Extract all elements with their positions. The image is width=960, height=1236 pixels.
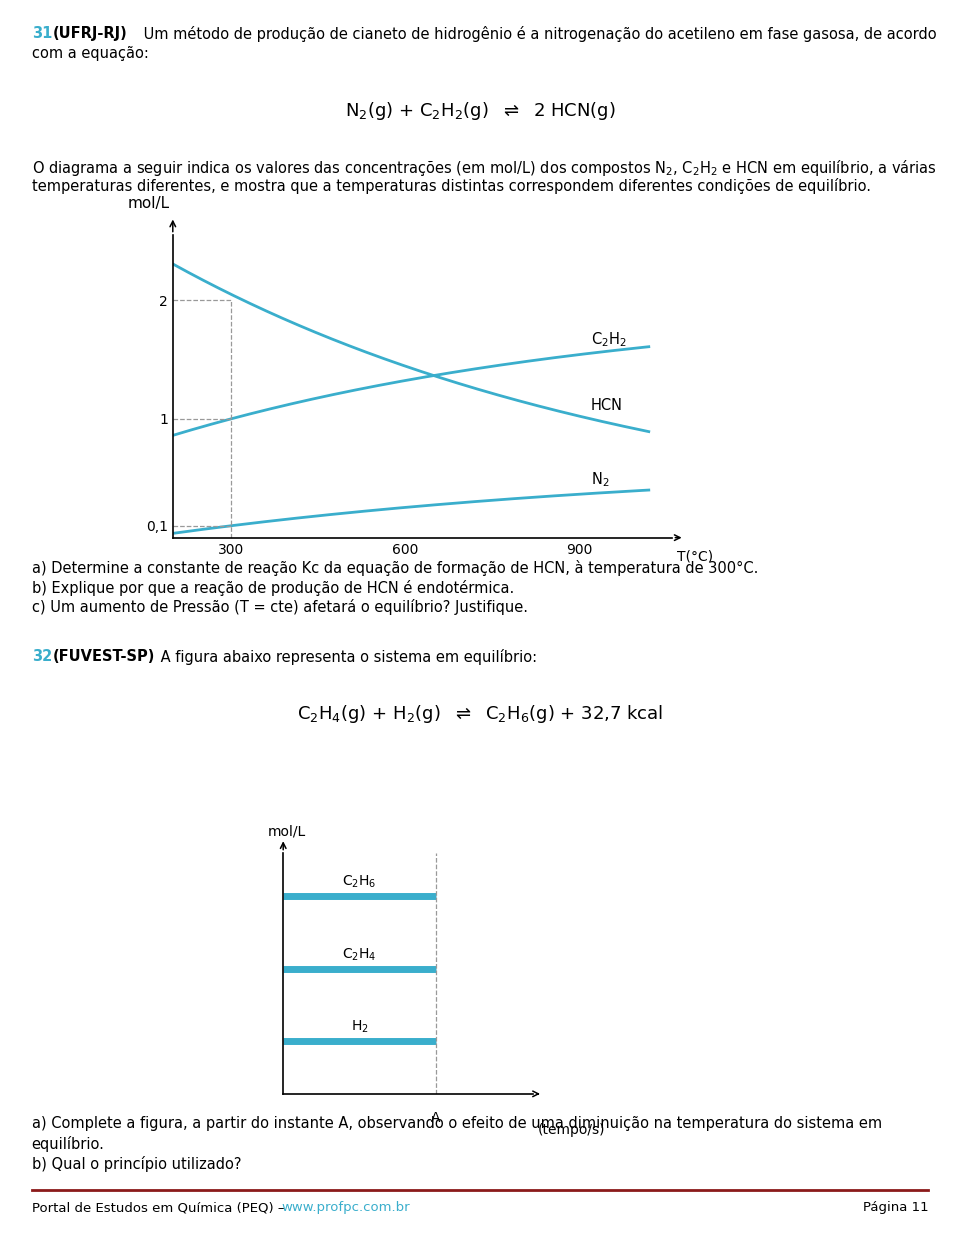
Text: mol/L: mol/L xyxy=(128,195,170,210)
Text: 32: 32 xyxy=(32,649,52,664)
Text: Um método de produção de cianeto de hidrogênio é a nitrogenação do acetileno em : Um método de produção de cianeto de hidr… xyxy=(139,26,937,42)
Text: mol/L: mol/L xyxy=(268,824,306,838)
Text: (UFRJ-RJ): (UFRJ-RJ) xyxy=(53,26,128,41)
Text: equilíbrio.: equilíbrio. xyxy=(32,1136,105,1152)
Text: C$_2$H$_4$: C$_2$H$_4$ xyxy=(342,947,376,963)
Text: C$_2$H$_2$: C$_2$H$_2$ xyxy=(590,330,627,349)
Text: T(°C): T(°C) xyxy=(677,550,713,564)
Text: HCN: HCN xyxy=(590,398,623,413)
Text: Portal de Estudos em Química (PEQ) –: Portal de Estudos em Química (PEQ) – xyxy=(32,1201,288,1215)
Text: H$_2$: H$_2$ xyxy=(350,1018,369,1035)
Text: a) Complete a figura, a partir do instante A, observando o efeito de uma diminui: a) Complete a figura, a partir do instan… xyxy=(32,1116,882,1131)
Text: com a equação:: com a equação: xyxy=(32,46,149,61)
Text: www.profpc.com.br: www.profpc.com.br xyxy=(281,1201,410,1215)
Text: b) Explique por que a reação de produção de HCN é endotérmica.: b) Explique por que a reação de produção… xyxy=(32,580,514,596)
Text: a) Determine a constante de reação Kc da equação de formação de HCN, à temperatu: a) Determine a constante de reação Kc da… xyxy=(32,560,758,576)
Text: N$_2$: N$_2$ xyxy=(590,471,610,489)
Text: C$_2$H$_6$: C$_2$H$_6$ xyxy=(342,874,376,890)
Text: 31: 31 xyxy=(32,26,52,41)
Text: (tempo/s): (tempo/s) xyxy=(538,1122,606,1137)
Text: Página 11: Página 11 xyxy=(863,1201,928,1215)
Text: (FUVEST-SP): (FUVEST-SP) xyxy=(53,649,156,664)
Text: temperaturas diferentes, e mostra que a temperaturas distintas correspondem dife: temperaturas diferentes, e mostra que a … xyxy=(32,178,871,194)
Text: C$_2$H$_4$(g) + H$_2$(g)  $\rightleftharpoons$  C$_2$H$_6$(g) + 32,7 kcal: C$_2$H$_4$(g) + H$_2$(g) $\rightleftharp… xyxy=(297,703,663,726)
Text: N$_2$(g) + C$_2$H$_2$(g)  $\rightleftharpoons$  2 HCN(g): N$_2$(g) + C$_2$H$_2$(g) $\rightleftharp… xyxy=(345,100,615,122)
Text: A figura abaixo representa o sistema em equilíbrio:: A figura abaixo representa o sistema em … xyxy=(156,649,538,665)
Text: c) Um aumento de Pressão (T = cte) afetará o equilíbrio? Justifique.: c) Um aumento de Pressão (T = cte) afeta… xyxy=(32,599,528,616)
Text: b) Qual o princípio utilizado?: b) Qual o princípio utilizado? xyxy=(32,1156,241,1172)
Text: O diagrama a seguir indica os valores das concentrações (em mol/L) dos compostos: O diagrama a seguir indica os valores da… xyxy=(32,158,937,178)
Text: A: A xyxy=(431,1111,441,1125)
